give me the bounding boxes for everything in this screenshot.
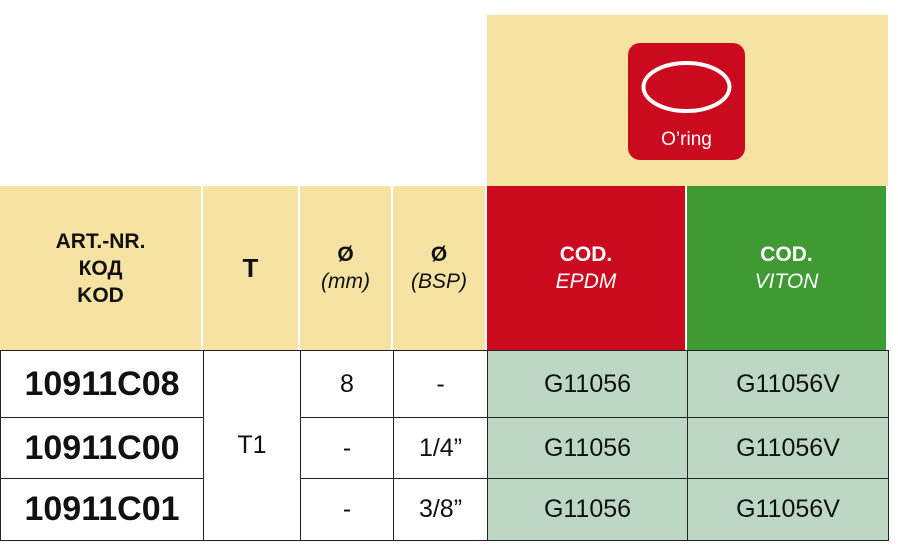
header-text: COD. (760, 243, 813, 266)
data-cell: 8 (300, 350, 394, 418)
data-cell: G11056V (687, 350, 889, 418)
header-cell: Ø (mm) (300, 186, 391, 350)
header-text: Ø (430, 243, 448, 266)
data-cell: - (300, 478, 394, 541)
article-code: 10911C00 (0, 417, 204, 479)
icon-label: O’ring (661, 129, 712, 150)
data-cell: - (300, 417, 394, 479)
header-cell: COD. VITON (687, 186, 886, 350)
data-cell: G11056 (487, 417, 688, 479)
header-text: Ø (337, 243, 354, 266)
data-cell: G11056V (687, 478, 889, 541)
data-cell: 3/8” (393, 478, 488, 541)
data-cell: 1/4” (393, 417, 488, 479)
header-text: COD. (559, 243, 613, 266)
article-code: 10911C08 (0, 350, 204, 418)
oring-icon: O’ring (628, 43, 745, 160)
data-cell: - (393, 350, 488, 418)
header-cell: T (203, 186, 298, 350)
t-cell: T1 (203, 350, 301, 541)
data-cell: G11056 (487, 478, 688, 541)
data-cell: G11056V (687, 417, 889, 479)
header-subtext: EPDM (555, 270, 617, 293)
header-subtext: (BSP) (410, 270, 467, 293)
oring-shape (641, 61, 732, 113)
header-subtext: VITON (754, 270, 819, 293)
header-subtext: (mm) (321, 270, 370, 293)
header-cell: Ø (BSP) (393, 186, 485, 350)
header-cell: COD. EPDM (487, 186, 685, 350)
header-cell: ART.-NR. КОД KOD (0, 186, 201, 350)
article-code: 10911C01 (0, 478, 204, 541)
data-cell: G11056 (487, 350, 688, 418)
header-text: КОД (78, 256, 123, 280)
header-text: KOD (77, 283, 124, 307)
header-text: ART.-NR. (55, 229, 146, 253)
header-text: T (242, 252, 259, 283)
